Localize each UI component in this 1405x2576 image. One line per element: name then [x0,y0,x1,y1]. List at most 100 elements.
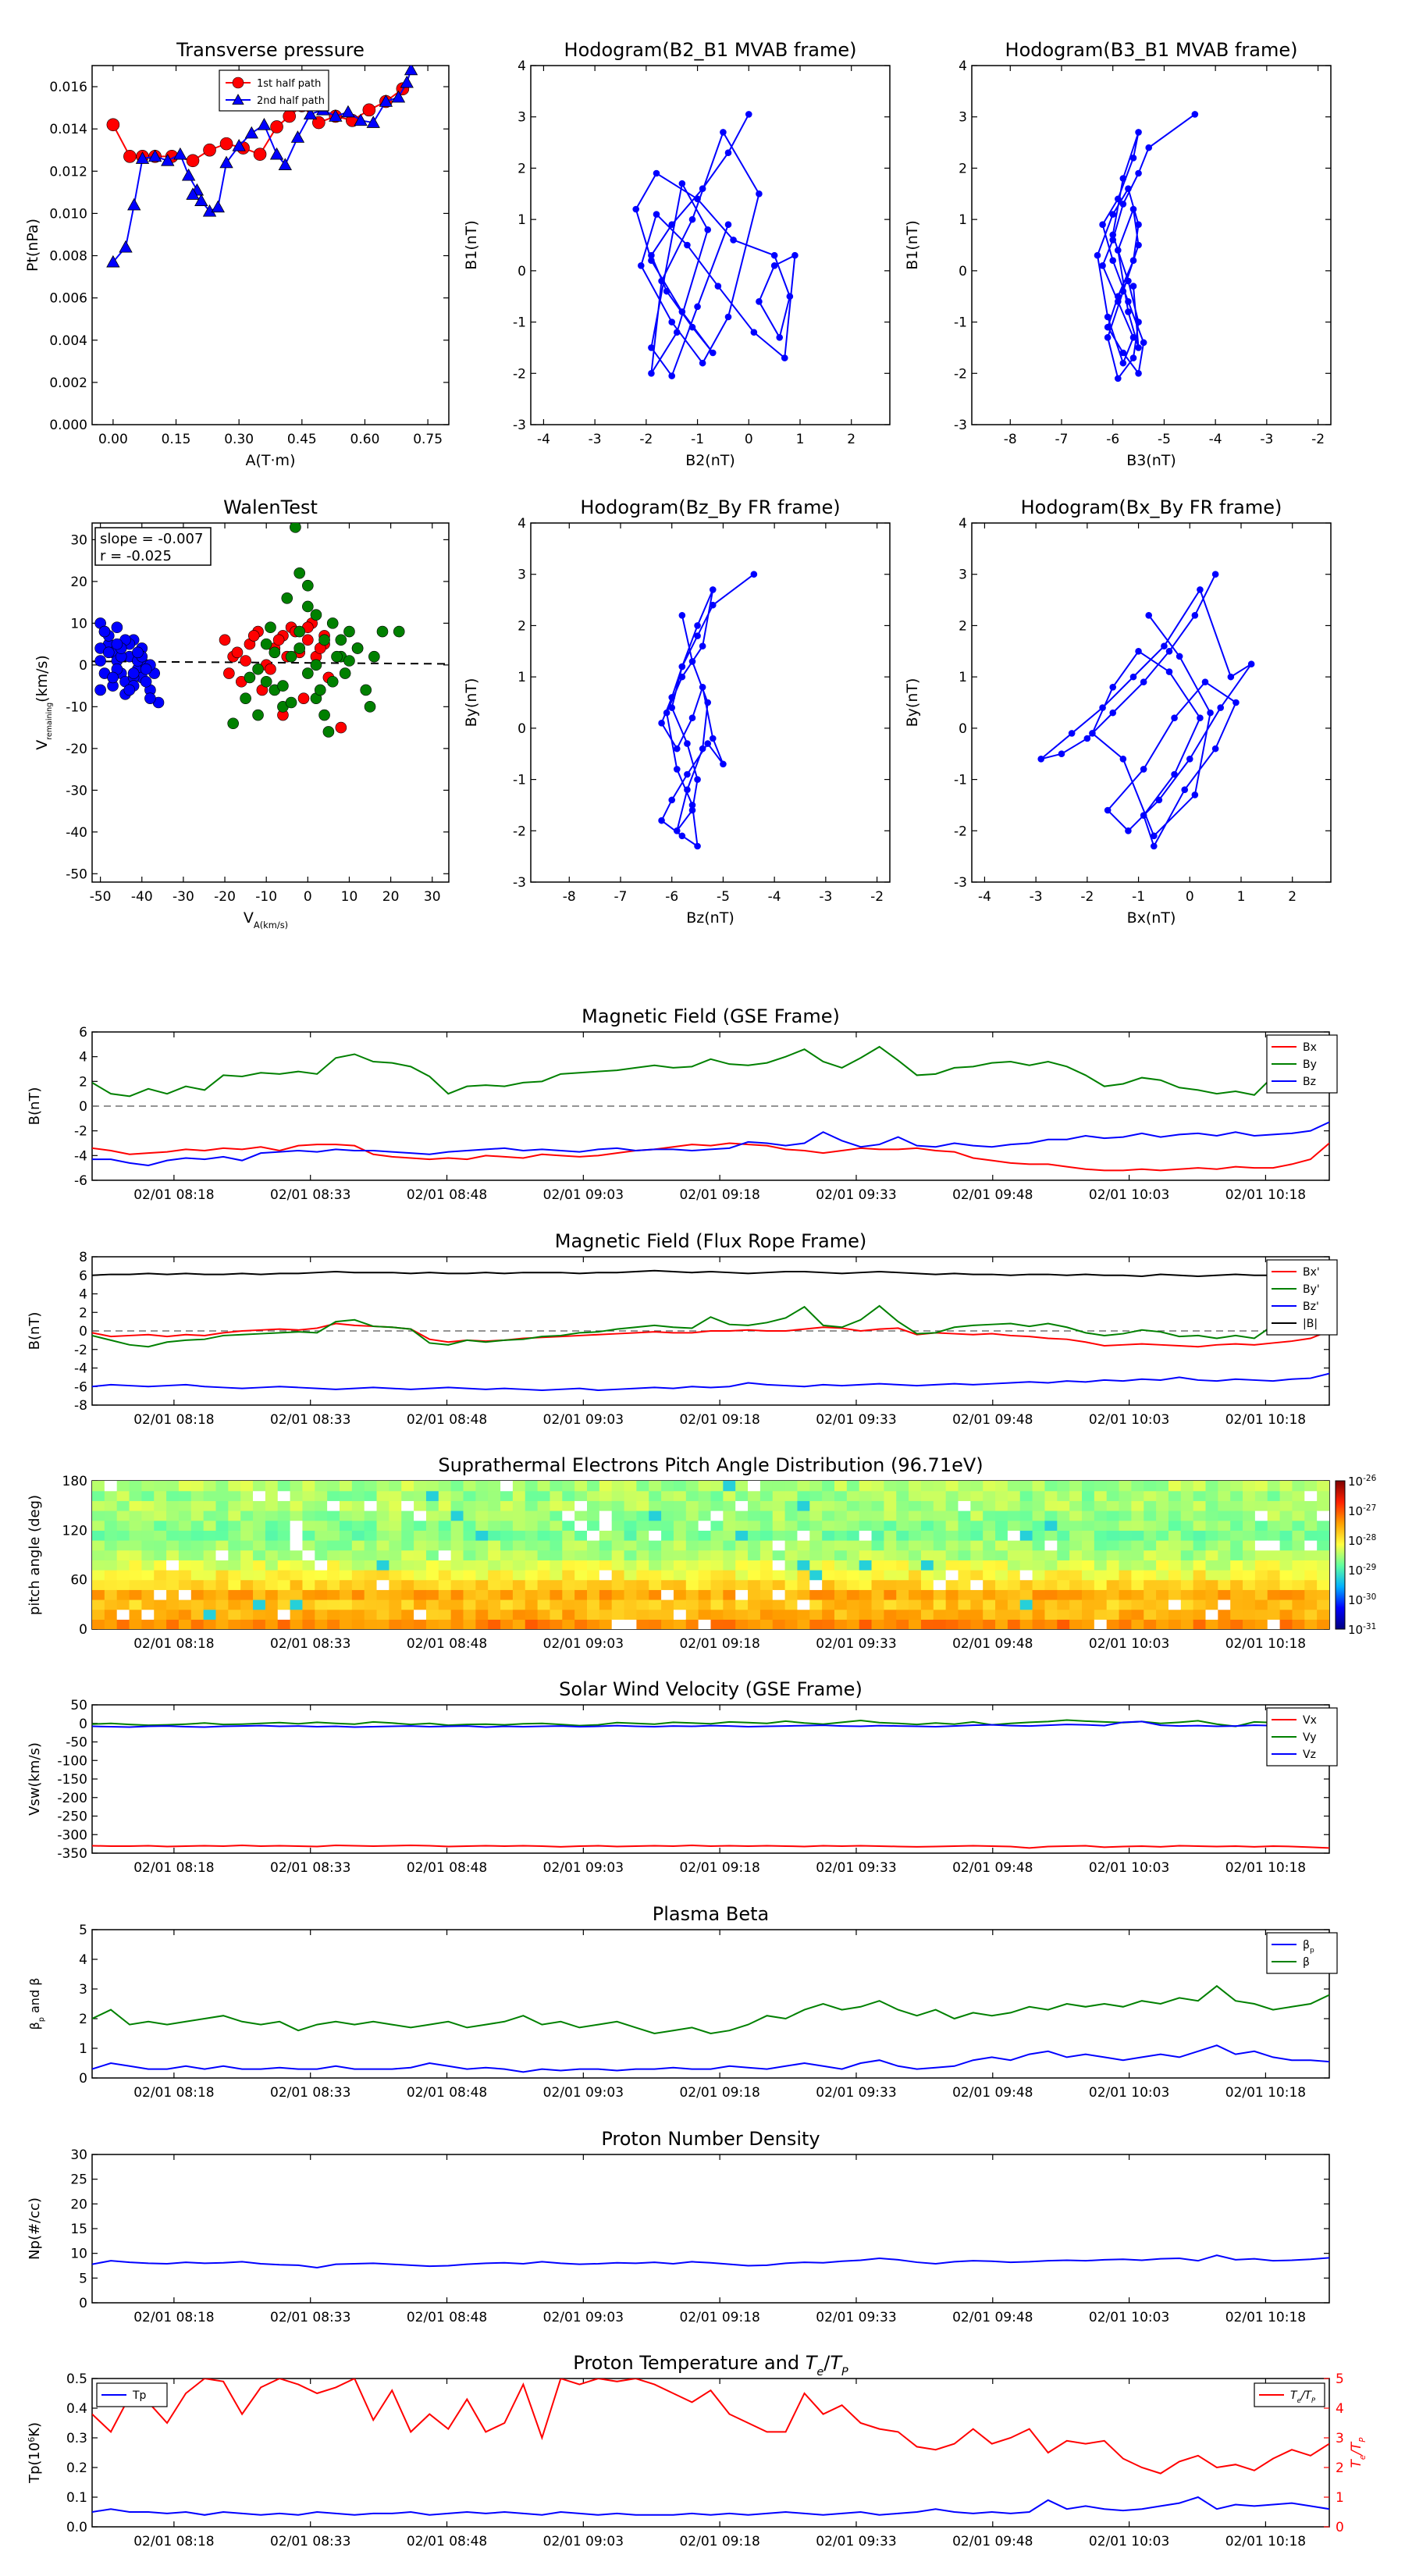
heatmap-cell [550,1510,563,1521]
heatmap-cell [1069,1570,1083,1581]
heatmap-cell [933,1520,947,1531]
y-tick-label: 1 [959,212,967,228]
heatmap-cell [141,1481,155,1492]
heatmap-cell [1230,1520,1243,1531]
heatmap-cell [92,1589,105,1600]
y-tick-label: 0.5 [66,2371,87,2387]
heatmap-cell [624,1599,637,1610]
heatmap-cell [351,1619,365,1629]
y-tick-label: -200 [57,1791,87,1806]
x-tick-label: 1 [796,432,805,447]
heatmap-cell [550,1560,563,1571]
heatmap-cell [834,1579,848,1590]
heatmap-cell [958,1510,971,1521]
heatmap-cell [1243,1619,1256,1629]
heatmap-cell [611,1560,625,1571]
x-tick-label: -40 [131,889,153,905]
heatmap-cell [1218,1619,1231,1629]
heatmap-cell [265,1579,279,1590]
heatmap-cell [414,1550,427,1560]
heatmap-cell [1243,1589,1256,1600]
series-line-Bz' [92,1372,1329,1392]
y-axis-label: B1(nT) [463,220,480,270]
heatmap-cell [1180,1599,1194,1610]
heatmap-cell [562,1500,575,1511]
data-point [1165,668,1173,675]
data-point [1109,683,1117,691]
heatmap-cell [512,1510,526,1521]
heatmap-cell [425,1540,439,1551]
heatmap-cell [401,1510,414,1521]
heatmap-cell [970,1481,984,1492]
heatmap-cell [550,1530,563,1541]
heatmap-cell [983,1481,996,1492]
heatmap-cell [1069,1481,1083,1492]
heatmap-cell [945,1570,959,1581]
data-point [1125,277,1132,285]
heatmap-cell [797,1579,810,1590]
heatmap-cell [723,1579,736,1590]
heatmap-cell [525,1560,539,1571]
x-tick-label: 02/01 10:18 [1225,2534,1306,2549]
heatmap-cell [797,1619,810,1629]
heatmap-cell [822,1510,835,1521]
heatmap-cell [871,1589,884,1600]
heatmap-cell [896,1599,909,1610]
data-point [343,655,355,667]
heatmap-cell [450,1599,464,1610]
y-tick-label: 0 [518,264,526,279]
data-point [290,523,301,533]
heatmap-cell [1168,1540,1182,1551]
heatmap-cell [302,1589,315,1600]
heatmap-cell [190,1510,205,1521]
heatmap-cell [884,1589,897,1600]
data-point [1099,262,1106,269]
data-point [232,138,246,151]
heatmap-cell [809,1570,823,1581]
heatmap-cell [116,1530,130,1541]
heatmap-cell [265,1540,279,1551]
heatmap-cell [661,1609,674,1620]
data-point [1125,308,1132,315]
data-point [1114,293,1122,301]
heatmap-cell [797,1530,810,1541]
heatmap-cell [141,1619,155,1629]
heatmap-cell [1044,1579,1058,1590]
heatmap-cell [723,1560,736,1571]
heatmap-cell [438,1510,452,1521]
heatmap-cell [475,1520,489,1531]
heatmap-cell [822,1500,835,1511]
heatmap-cell [636,1520,649,1531]
heatmap-cell [351,1579,365,1590]
heatmap-cell [624,1530,637,1541]
heatmap-cell [871,1599,884,1610]
heatmap-cell [859,1500,873,1511]
x-tick-label: 02/01 09:33 [816,2310,896,2325]
heatmap-cell [1007,1609,1021,1620]
x-tick-label: 02/01 08:18 [133,2085,214,2101]
heatmap-cell [116,1490,130,1501]
x-tick-label: 0.15 [162,432,191,447]
heatmap-cell [1279,1570,1293,1581]
heatmap-cell [611,1490,625,1501]
heatmap-cell [958,1570,971,1581]
heatmap-cell [512,1500,526,1511]
heatmap-cell [784,1619,799,1629]
heatmap-cell [1019,1609,1033,1620]
heatmap-cell [1131,1560,1144,1571]
heatmap-cell [735,1490,749,1501]
heatmap-cell [116,1500,130,1511]
y-tick-label: 0 [79,658,87,674]
heatmap-cell [920,1540,934,1551]
heatmap-cell [970,1579,984,1590]
heatmap-cell [1317,1570,1329,1581]
annotation-text: slope = -0.007 [100,531,203,547]
data-point [102,646,115,659]
heatmap-cell [574,1540,588,1551]
heatmap-cell [327,1609,340,1620]
heatmap-cell [587,1550,600,1560]
heatmap-cell [1131,1609,1144,1620]
heatmap-cell [500,1481,514,1492]
heatmap-cell [1254,1579,1268,1590]
